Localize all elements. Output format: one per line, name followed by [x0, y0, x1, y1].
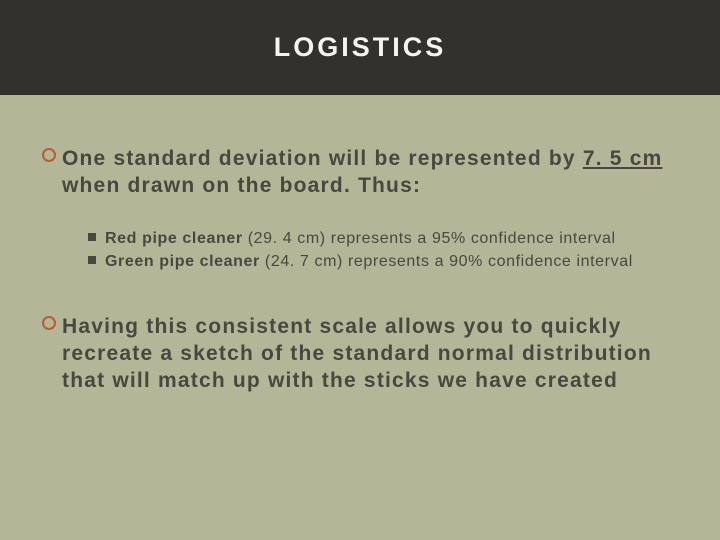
- slide: LOGISTICS One standard deviation will be…: [0, 0, 720, 540]
- sub1-bold: Red pipe cleaner: [105, 230, 243, 247]
- title-band: LOGISTICS: [0, 0, 720, 95]
- sub-bullet-list: Red pipe cleaner (29. 4 cm) represents a…: [88, 228, 678, 273]
- square-bullet-icon: [88, 233, 96, 241]
- sub-text-1: Red pipe cleaner (29. 4 cm) represents a…: [105, 228, 616, 250]
- sub-bullet-2: Green pipe cleaner (24. 7 cm) represents…: [88, 251, 678, 273]
- sub2-rest: (24. 7 cm) represents a 90% confidence i…: [260, 253, 633, 270]
- slide-title: LOGISTICS: [274, 32, 447, 63]
- square-bullet-icon: [88, 256, 96, 264]
- main1-pre: One standard deviation will be represent…: [62, 147, 583, 170]
- main-bullet-2: Having this consistent scale allows you …: [42, 313, 678, 395]
- main-bullet-1: One standard deviation will be represent…: [42, 145, 678, 200]
- circle-bullet-icon: [42, 148, 56, 162]
- main1-post: when drawn on the board. Thus:: [62, 174, 421, 197]
- main1-underlined: 7. 5 cm: [583, 147, 663, 170]
- main-text-2: Having this consistent scale allows you …: [62, 313, 678, 395]
- sub2-bold: Green pipe cleaner: [105, 253, 260, 270]
- sub-text-2: Green pipe cleaner (24. 7 cm) represents…: [105, 251, 633, 273]
- circle-bullet-icon: [42, 316, 56, 330]
- sub-bullet-1: Red pipe cleaner (29. 4 cm) represents a…: [88, 228, 678, 250]
- slide-content: One standard deviation will be represent…: [0, 95, 720, 395]
- main-text-1: One standard deviation will be represent…: [62, 145, 678, 200]
- sub1-rest: (29. 4 cm) represents a 95% confidence i…: [243, 230, 616, 247]
